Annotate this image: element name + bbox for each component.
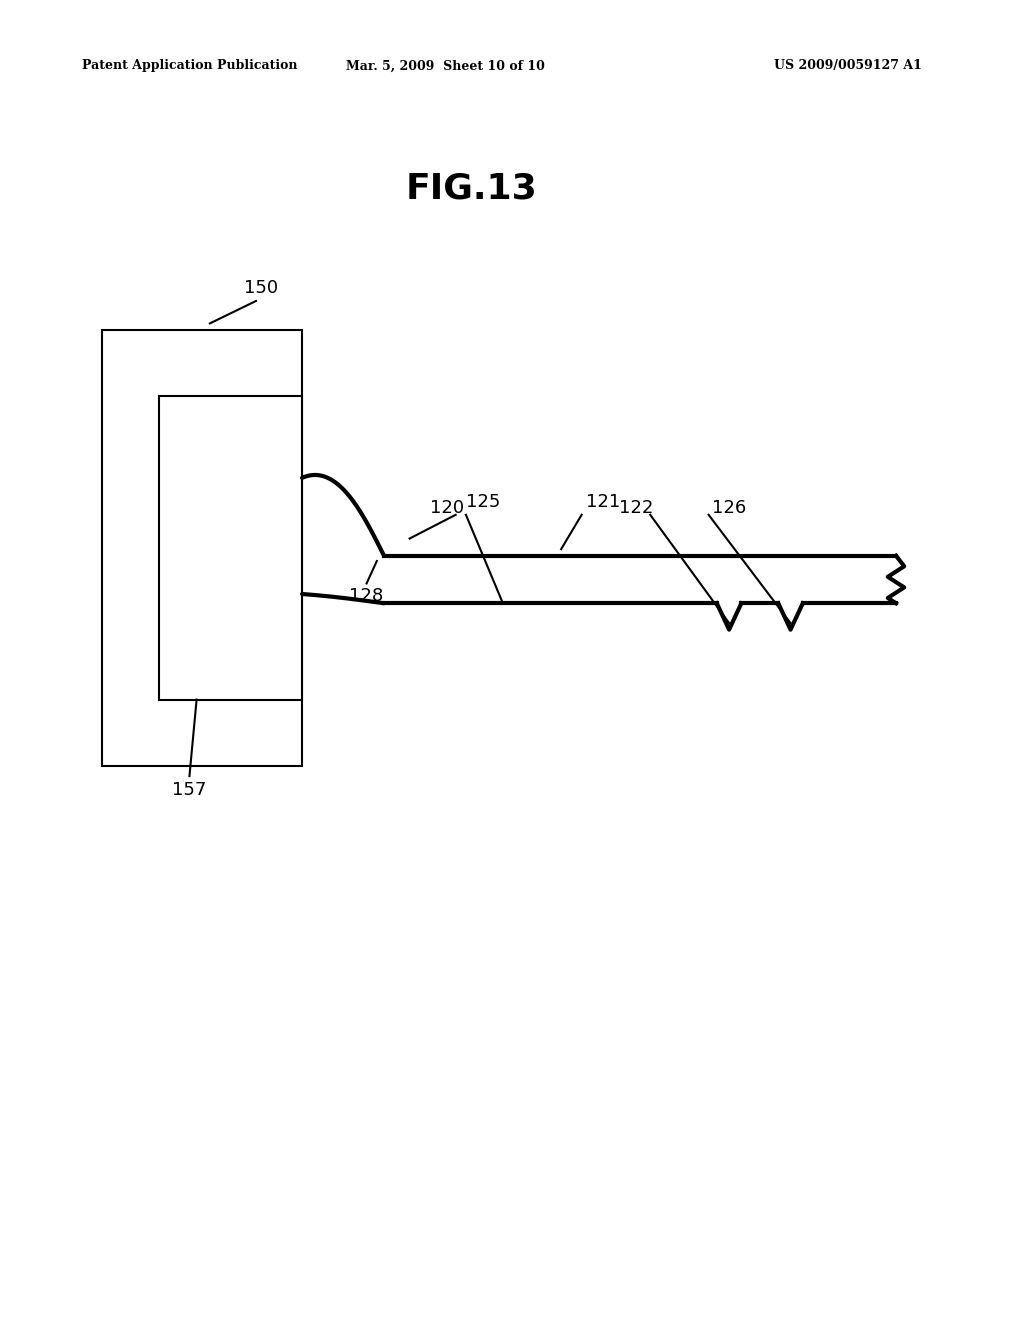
Text: 125: 125 <box>466 492 501 511</box>
Text: 128: 128 <box>349 587 384 606</box>
Text: 122: 122 <box>618 499 653 517</box>
Text: 126: 126 <box>712 499 745 517</box>
Text: Patent Application Publication: Patent Application Publication <box>82 59 297 73</box>
Text: FIG.13: FIG.13 <box>406 172 537 206</box>
Text: 157: 157 <box>172 781 207 800</box>
Text: US 2009/0059127 A1: US 2009/0059127 A1 <box>774 59 922 73</box>
Text: 121: 121 <box>586 492 620 511</box>
Bar <box>159 396 302 700</box>
Bar <box>102 330 302 766</box>
Text: 120: 120 <box>430 499 464 517</box>
Text: 150: 150 <box>244 279 279 297</box>
Polygon shape <box>384 556 904 603</box>
Text: Mar. 5, 2009  Sheet 10 of 10: Mar. 5, 2009 Sheet 10 of 10 <box>346 59 545 73</box>
